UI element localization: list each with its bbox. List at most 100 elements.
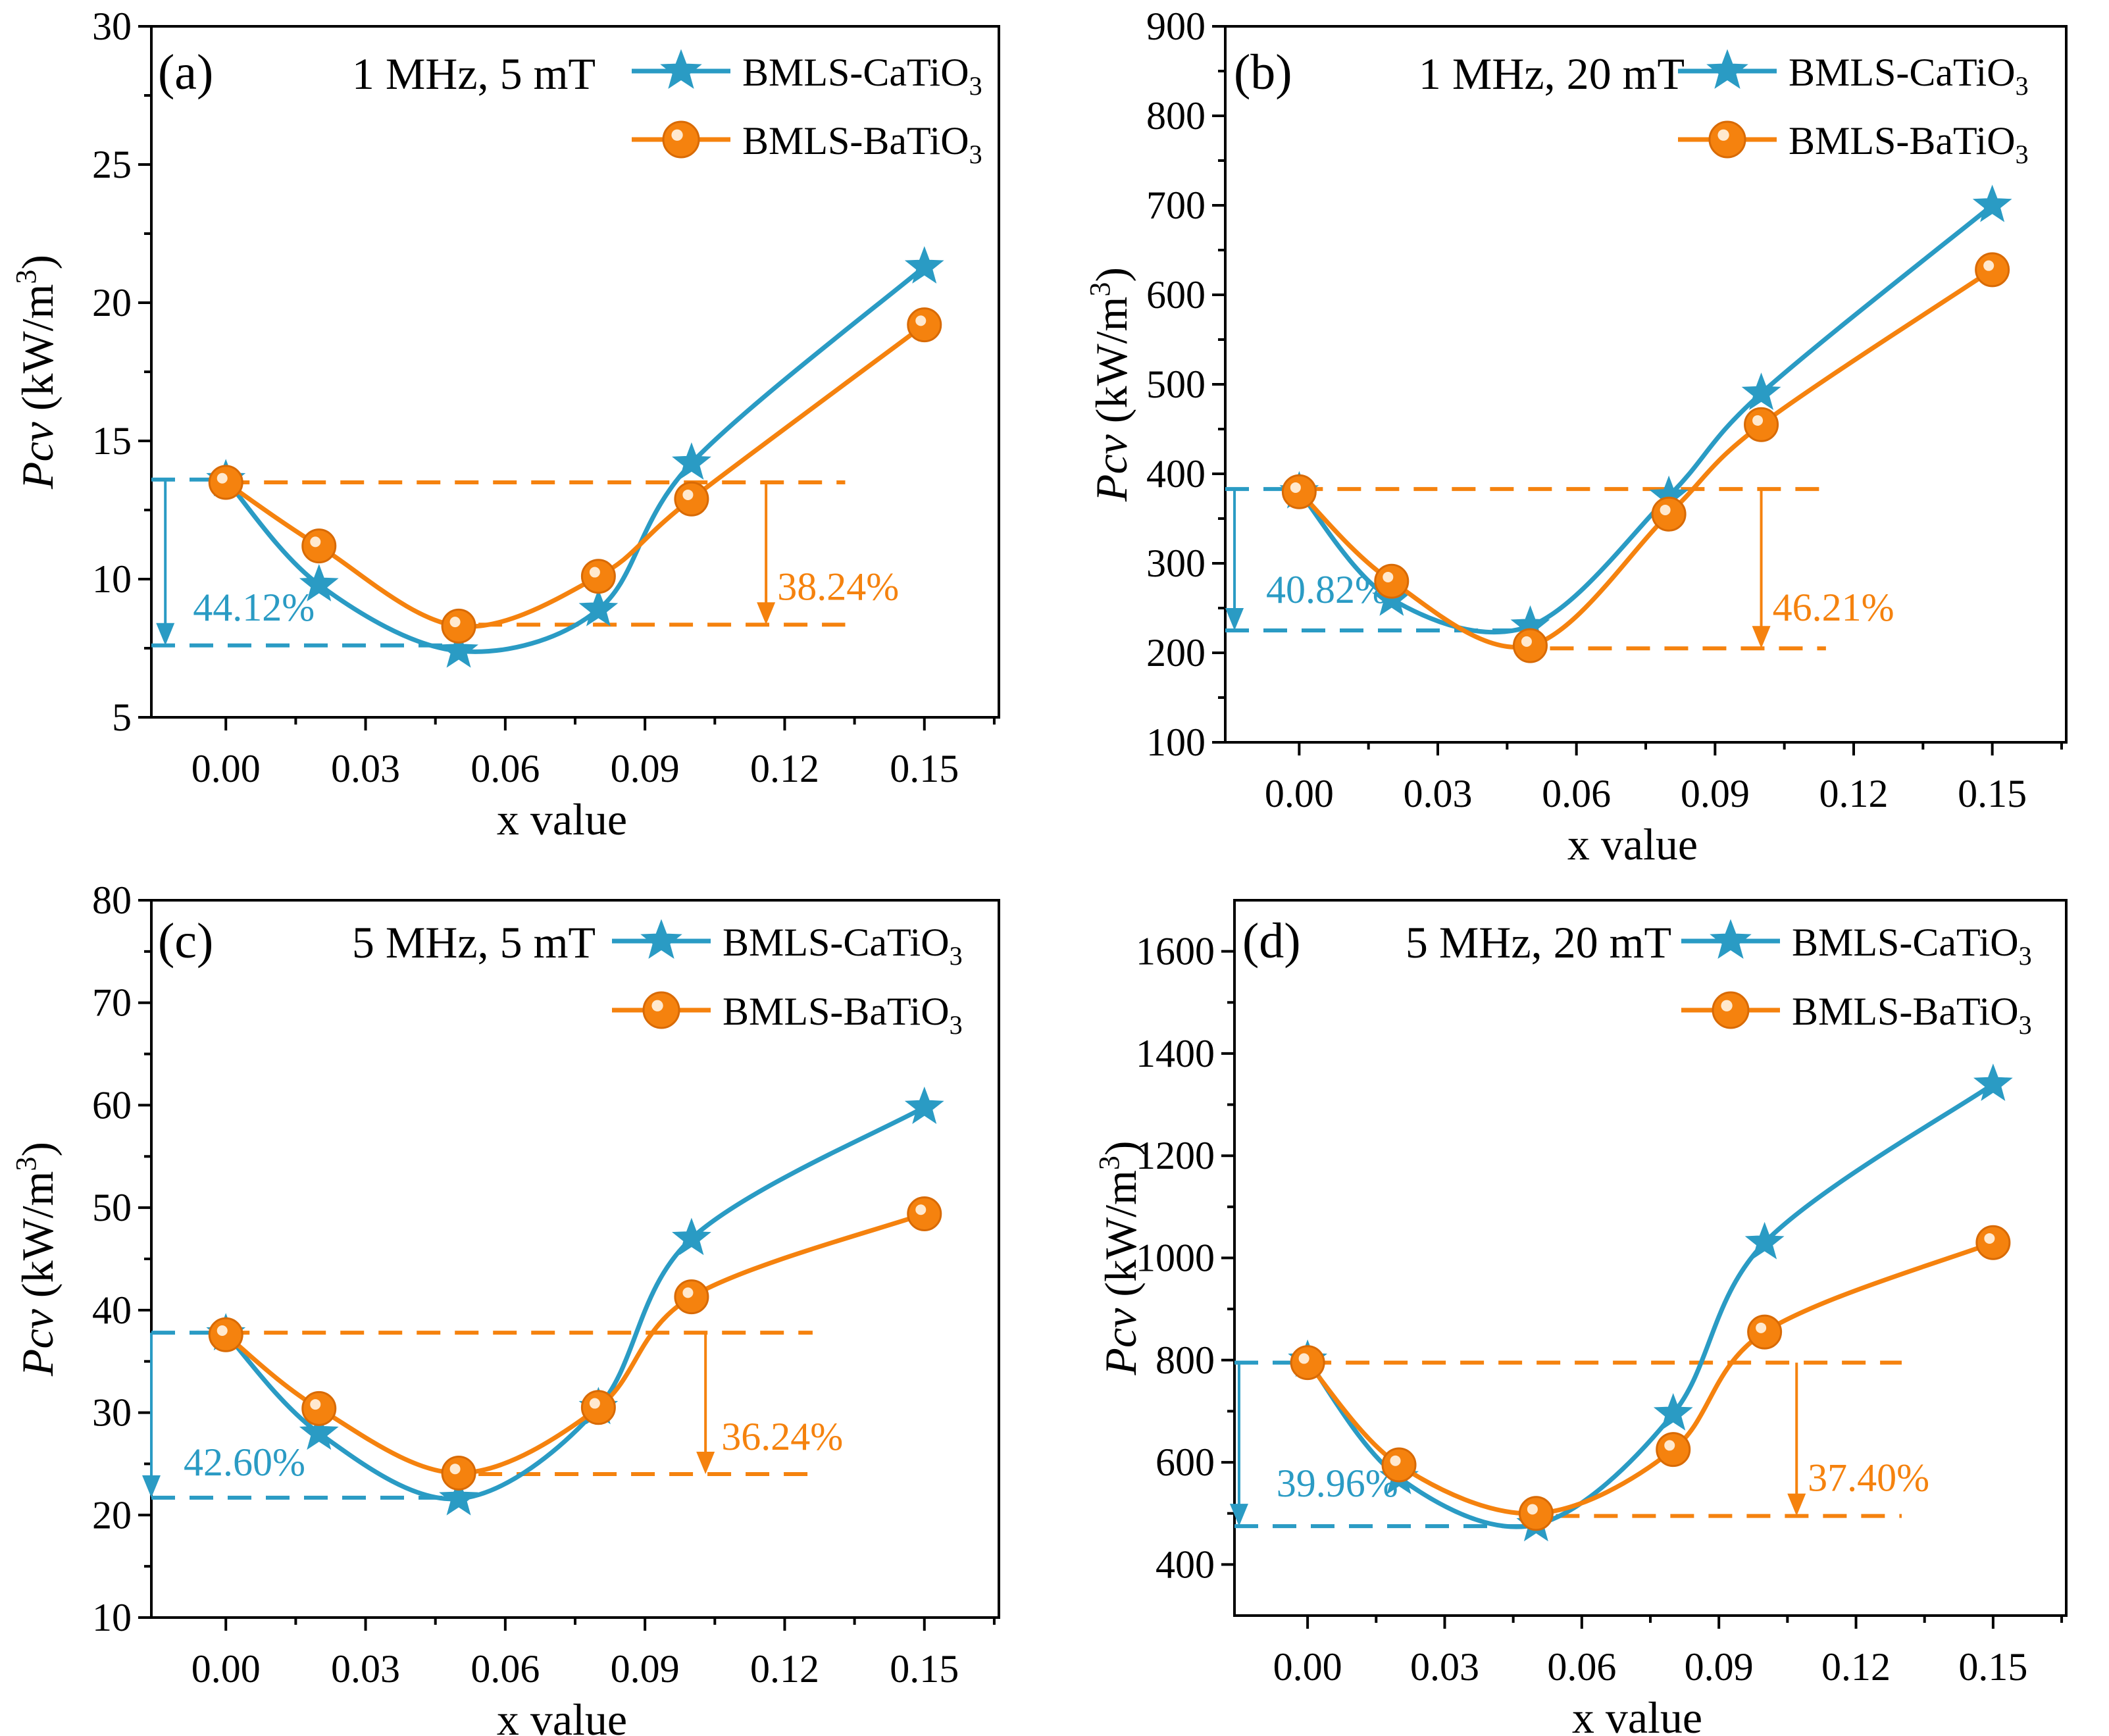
reduction-arrowhead — [696, 1452, 715, 1474]
reduction-percent: 46.21% — [1773, 586, 1894, 629]
legend-ball-marker — [642, 991, 680, 1029]
y-tick-label: 25 — [92, 143, 132, 186]
x-tick-label: 0.09 — [611, 1647, 680, 1691]
panel-label: (c) — [158, 913, 213, 969]
y-axis-title: Pcv (kW/m3) — [10, 255, 63, 490]
y-tick-label: 60 — [92, 1083, 132, 1127]
y-tick-label: 900 — [1146, 5, 1206, 48]
legend-label: BMLS-CaTiO3 — [1789, 51, 2029, 101]
x-tick-label: 0.09 — [1681, 772, 1750, 815]
x-tick-label: 0.03 — [1404, 772, 1473, 815]
legend-star-marker — [1706, 49, 1748, 89]
x-tick-label: 0.03 — [331, 747, 400, 790]
y-tick-label: 600 — [1156, 1441, 1215, 1484]
point-batio3-highlight — [915, 315, 927, 326]
point-batio3-highlight — [1298, 1353, 1309, 1364]
panel-label: (b) — [1234, 45, 1292, 100]
point-batio3-highlight — [589, 567, 600, 578]
y-axis-title-unit: (kW/m — [13, 1171, 63, 1310]
y-tick-label: 1000 — [1136, 1237, 1215, 1280]
point-batio3 — [441, 608, 476, 644]
legend-label: BMLS-CaTiO3 — [723, 921, 963, 971]
legend-label-text: BMLS-BaTiO — [1789, 119, 2016, 163]
legend-ball-marker — [662, 120, 700, 159]
x-tick-label: 0.09 — [611, 747, 680, 790]
y-tick-label: 500 — [1146, 363, 1206, 406]
reduction-percent: 42.60% — [184, 1441, 305, 1484]
legend-label-text: BMLS-BaTiO — [723, 990, 950, 1033]
condition-label: 5 MHz, 5 mT — [352, 917, 596, 967]
y-axis-title-symbol: Pcv — [1086, 434, 1136, 502]
x-axis-title: x value — [497, 1695, 627, 1736]
point-batio3-highlight — [1756, 1322, 1767, 1333]
point-batio3 — [1975, 1225, 2011, 1260]
point-batio3 — [1747, 1314, 1783, 1350]
point-batio3-highlight — [1390, 1455, 1401, 1466]
reduction-arrowhead — [142, 1475, 161, 1498]
point-batio3-highlight — [1983, 260, 1995, 271]
legend-label-text: BMLS-CaTiO — [1792, 921, 2019, 964]
x-tick-label: 0.06 — [1542, 772, 1611, 815]
point-batio3 — [1374, 563, 1410, 599]
point-catio3 — [578, 588, 619, 626]
legend-label: BMLS-CaTiO3 — [742, 51, 982, 101]
y-tick-label: 50 — [92, 1186, 132, 1229]
y-axis-title: Pcv (kW/m3) — [1093, 1140, 1146, 1375]
point-batio3-highlight — [216, 1325, 228, 1336]
x-tick-label: 0.00 — [1273, 1645, 1342, 1689]
x-axis-title: x value — [1572, 1693, 1702, 1736]
point-batio3-highlight — [1521, 636, 1532, 647]
condition-label: 1 MHz, 20 mT — [1419, 49, 1685, 99]
x-tick-label: 0.12 — [750, 1647, 819, 1691]
legend-star-marker — [640, 919, 682, 959]
legend-ball-marker-highlight — [1717, 129, 1729, 141]
legend-label-sub: 3 — [2016, 140, 2029, 169]
panel-d: 400 600 800 1000 1200 1400 1600 0.00 0.03 0.06 0.0… — [1093, 899, 2068, 1736]
y-axis-title-unit: (kW/m — [1086, 297, 1136, 435]
x-axis-title: x value — [497, 794, 627, 844]
x-tick-label: 0.00 — [191, 747, 261, 790]
condition-label: 1 MHz, 5 mT — [352, 49, 596, 99]
y-axis-title-symbol: Pcv — [1096, 1308, 1146, 1376]
y-tick-label: 200 — [1146, 631, 1206, 675]
point-batio3-highlight — [682, 489, 694, 500]
point-catio3 — [439, 1477, 478, 1516]
y-axis-title-close: ) — [13, 1142, 63, 1157]
point-batio3-highlight — [915, 1204, 927, 1215]
legend-ball-marker-highlight — [1721, 1000, 1733, 1011]
x-tick-label: 0.03 — [331, 1647, 400, 1691]
y-axis-title-sup: 3 — [10, 1157, 42, 1171]
point-batio3-highlight — [1984, 1233, 1995, 1244]
point-batio3-highlight — [1752, 415, 1764, 426]
legend-ball-marker — [1712, 991, 1750, 1029]
x-tick-label: 0.06 — [470, 747, 540, 790]
point-batio3-highlight — [682, 1287, 694, 1298]
legend-label-text: BMLS-CaTiO — [1789, 51, 2016, 94]
x-tick-label: 0.15 — [1958, 772, 2027, 815]
y-tick-label: 1600 — [1136, 930, 1215, 973]
y-tick-label: 20 — [92, 1493, 132, 1537]
point-batio3 — [1656, 1432, 1691, 1468]
y-tick-label: 20 — [92, 281, 132, 324]
y-tick-label: 30 — [92, 5, 132, 48]
legend-label-sub: 3 — [969, 71, 982, 101]
x-tick-label: 0.00 — [191, 1647, 261, 1691]
y-axis-title-sup: 3 — [1093, 1156, 1125, 1170]
x-tick-label: 0.06 — [470, 1647, 540, 1691]
point-batio3 — [1518, 1496, 1554, 1531]
reduction-percent: 36.24% — [721, 1415, 843, 1458]
point-batio3 — [1281, 474, 1317, 509]
point-catio3 — [439, 630, 478, 668]
point-catio3 — [672, 442, 711, 480]
point-catio3 — [1973, 1063, 2013, 1101]
series-line-catio3 — [1297, 203, 1994, 635]
x-axis-title: x value — [1567, 819, 1698, 869]
point-batio3 — [1290, 1345, 1325, 1381]
reduction-percent: 44.12% — [193, 586, 315, 629]
point-batio3 — [301, 1391, 337, 1426]
panel-label: (a) — [158, 45, 213, 100]
x-tick-label: 0.12 — [750, 747, 819, 790]
point-catio3 — [672, 1217, 711, 1256]
y-tick-label: 600 — [1146, 273, 1206, 317]
